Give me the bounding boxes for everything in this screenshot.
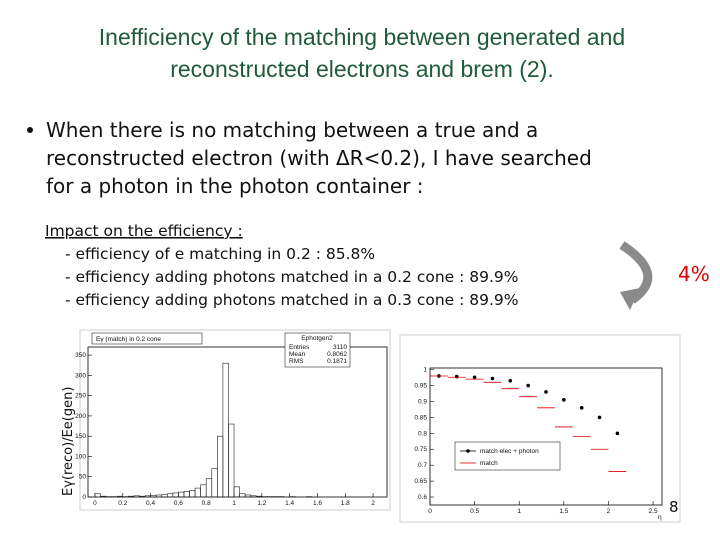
y-tick-label: 0.9 [418,398,427,405]
y-tick-label: 150 [75,433,86,440]
y-tick-label: 250 [75,393,86,400]
histogram-bar [94,493,101,498]
y-tick-label: 50 [79,474,87,481]
y-tick-label: 0.75 [414,446,427,453]
slide-title: Inefficiency of the matching between gen… [99,24,625,50]
stats-label: RMS [289,358,304,365]
x-tick-label: 0.6 [174,500,183,507]
legend-label: match elec + photon [480,448,539,455]
plot-title: Eγ (match) in 0.2 cone [96,336,161,343]
bullet-text: When there is no matching between a true… [46,118,538,142]
y-tick-label: 350 [75,352,86,359]
stats-label: Mean [289,351,306,358]
x-tick-label: 0.2 [118,500,127,507]
page-number: 8 [669,498,679,516]
data-point [508,378,513,383]
x-tick-label: 0 [93,500,97,507]
bullet-text: reconstructed electron (with ΔR<0.2), I … [46,146,592,170]
impact-line: - efficiency adding photons matched in a… [65,268,519,286]
bullet-text: for a photon in the photon container : [46,174,424,198]
curved-arrow [619,241,653,304]
x-tick-label: 0.8 [202,500,211,507]
plot-frame [429,367,663,506]
efficiency-panel [399,334,681,523]
y-tick-label: 100 [75,453,86,460]
slide-title: reconstructed electrons and brem (2). [170,56,554,82]
y-tick-label: 0.7 [418,462,427,469]
x-tick-label: 1 [517,508,521,515]
arrow-head [620,288,640,310]
x-tick-label: 1.5 [559,508,568,515]
data-point [562,398,566,402]
stats-box [284,332,351,368]
data-point [597,415,602,420]
stats-value: 3110 [333,344,347,351]
stats-name: Ephotgen2 [301,335,333,342]
stats-value: 0.1871 [327,358,347,365]
x-axis-label: η [658,514,662,521]
data-point [526,383,530,388]
y-tick-label: 0.8 [418,430,427,437]
data-point [544,390,548,394]
legend-swatch [466,449,470,453]
x-tick-label: 2 [607,508,611,515]
bullet-dot [27,127,33,133]
histogram-bar [233,486,240,498]
x-tick-label: 1.8 [341,500,350,507]
impact-line: - efficiency adding photons matched in a… [65,291,519,309]
x-tick-label: 0.5 [470,508,479,515]
stats-label: Entries [289,344,310,351]
y-axis-label: Eγ(reco)/Ee(gen) [61,387,76,496]
histogram-bar [228,423,235,498]
x-tick-label: 1.6 [313,500,322,507]
y-tick-label: 0.65 [414,478,427,485]
y-tick-label: 0.6 [418,494,427,501]
x-tick-label: 1.2 [257,500,266,507]
data-point [579,406,584,410]
stats-value: 0.8062 [327,351,347,358]
x-tick-label: 0 [428,508,432,515]
legend-box [454,441,561,471]
x-tick-label: 0.4 [146,500,155,507]
x-tick-label: 1 [232,500,236,507]
data-point [472,375,477,380]
y-tick-label: 1 [423,367,427,374]
impact-heading: Impact on the efficiency : [45,222,243,240]
y-tick-label: 0 [82,494,86,501]
impact-line: - efficiency of e matching in 0.2 : 85.8… [65,245,375,263]
arrow-label: 4% [678,262,710,286]
legend-label: match [480,460,498,467]
x-tick-label: 2.5 [649,508,658,515]
x-tick-label: 1.4 [285,500,294,507]
y-tick-label: 0.85 [414,414,427,421]
data-point [490,376,495,381]
plot-title-box [91,332,203,345]
data-point [615,431,620,436]
x-tick-label: 2 [371,500,375,507]
plots: 0 50 100 150 200 250 300 350 0 0.2 0.4 0.6 0.8 1 1.2 1.… [75,332,663,521]
y-tick-label: 300 [75,372,86,379]
data-point [454,374,459,379]
y-tick-label: 0.95 [414,383,427,390]
y-tick-label: 200 [75,413,86,420]
